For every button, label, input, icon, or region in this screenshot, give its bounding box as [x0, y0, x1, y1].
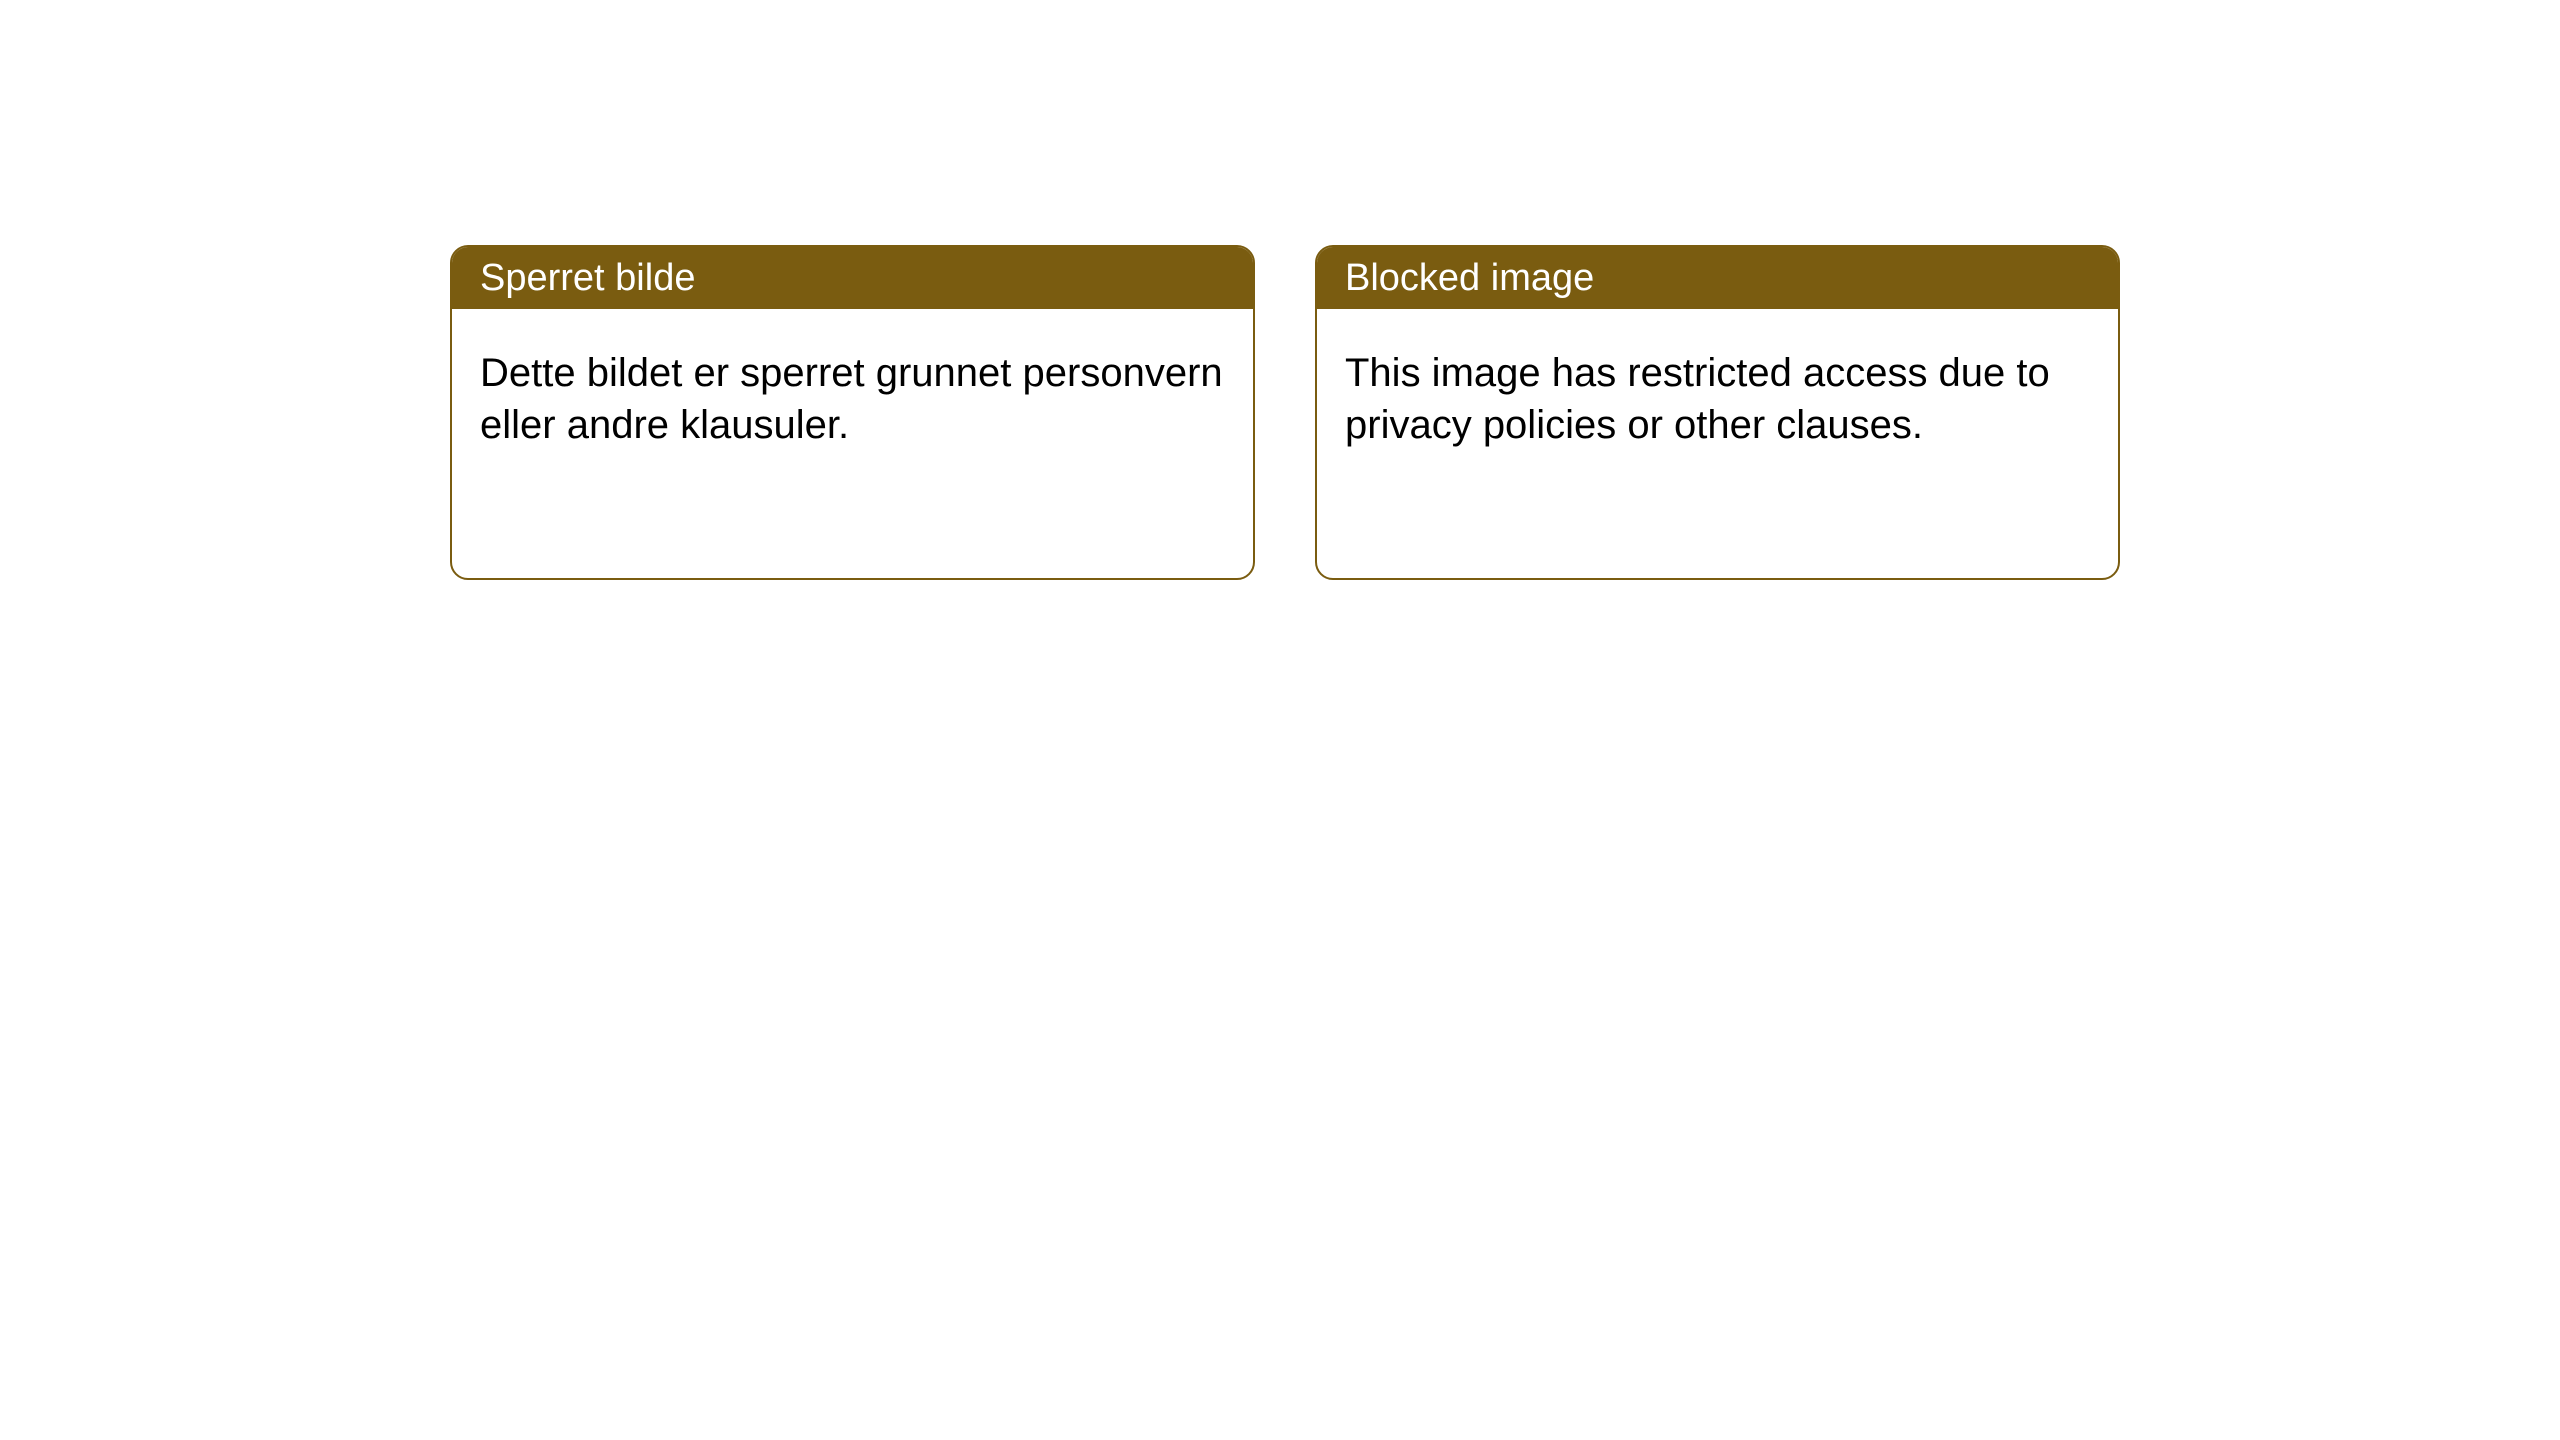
card-body-text: This image has restricted access due to …: [1345, 351, 2050, 447]
card-title: Blocked image: [1345, 257, 1594, 300]
card-header: Sperret bilde: [452, 247, 1253, 309]
card-title: Sperret bilde: [480, 257, 695, 300]
blocked-image-card-en: Blocked image This image has restricted …: [1315, 245, 2120, 580]
blocked-image-card-no: Sperret bilde Dette bildet er sperret gr…: [450, 245, 1255, 580]
card-header: Blocked image: [1317, 247, 2118, 309]
cards-container: Sperret bilde Dette bildet er sperret gr…: [0, 0, 2560, 580]
card-body-text: Dette bildet er sperret grunnet personve…: [480, 351, 1223, 447]
card-body: This image has restricted access due to …: [1317, 309, 2118, 489]
card-body: Dette bildet er sperret grunnet personve…: [452, 309, 1253, 489]
